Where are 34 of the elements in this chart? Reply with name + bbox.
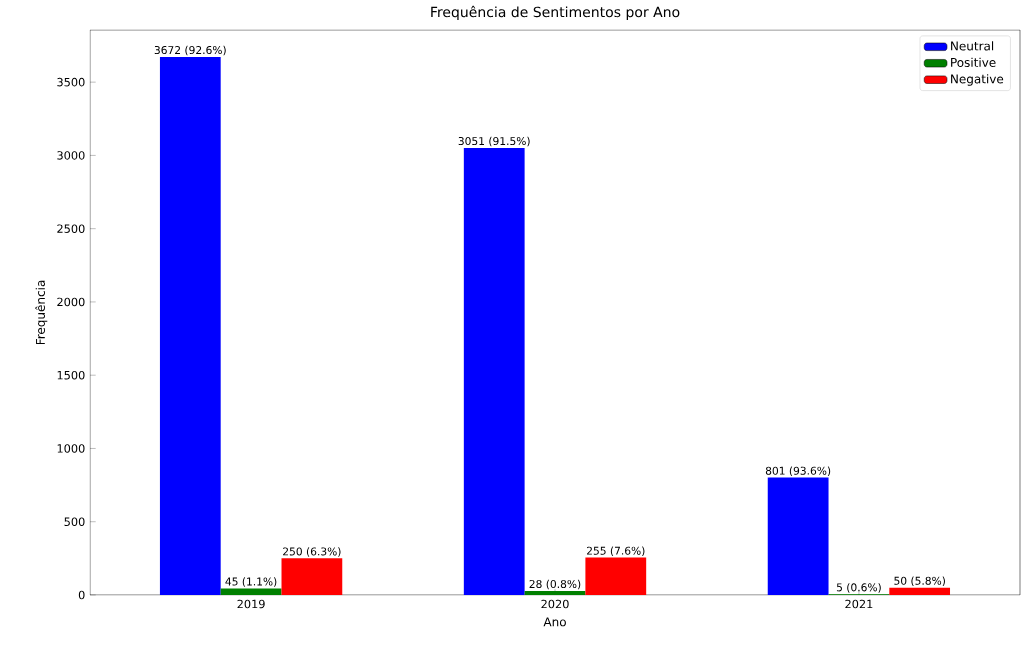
bar [767,477,829,595]
legend-label: Negative [951,74,1004,86]
legend-label: Positive [951,57,996,67]
data-label: 250 (6.3%) [283,547,341,557]
y-tick-label: 0 [78,590,85,600]
x-axis-title: Ano [543,617,566,627]
data-label: 255 (7.6%) [586,546,645,557]
bar [220,588,282,595]
x-tick-label: 2019 [237,599,265,609]
y-tick-label: 3000 [57,151,85,160]
bar [889,587,951,595]
y-tick-label: 3500 [57,77,85,87]
data-label: 801 (93.6%) [765,466,831,477]
y-tick-label: 2500 [57,224,85,233]
data-label: 45 (1.1%) [225,577,277,587]
y-tick-label: 500 [64,517,85,527]
y-tick-label: 2000 [57,297,85,307]
chart-title: Frequência de Sentimentos por Ano [431,5,680,20]
y-axis-title: Frequência [35,280,48,345]
data-label: 50 (5.8%) [894,576,945,587]
y-tick-label: 1000 [57,444,85,453]
legend-label: Neutral [951,41,994,51]
y-tick-label: 1500 [57,370,85,380]
bar [585,557,647,595]
data-label: 28 (0.8%) [529,579,581,590]
bar [281,558,343,595]
data-label: 3672 (92.6%) [154,45,226,56]
bar [524,590,586,595]
x-tick-label: 2021 [845,599,873,609]
x-tick-label: 2020 [541,599,569,609]
data-label: 3051 (91.5%) [458,136,530,147]
bar [463,147,525,595]
bar [159,56,221,595]
data-label: 5 (0.6%) [836,583,881,593]
